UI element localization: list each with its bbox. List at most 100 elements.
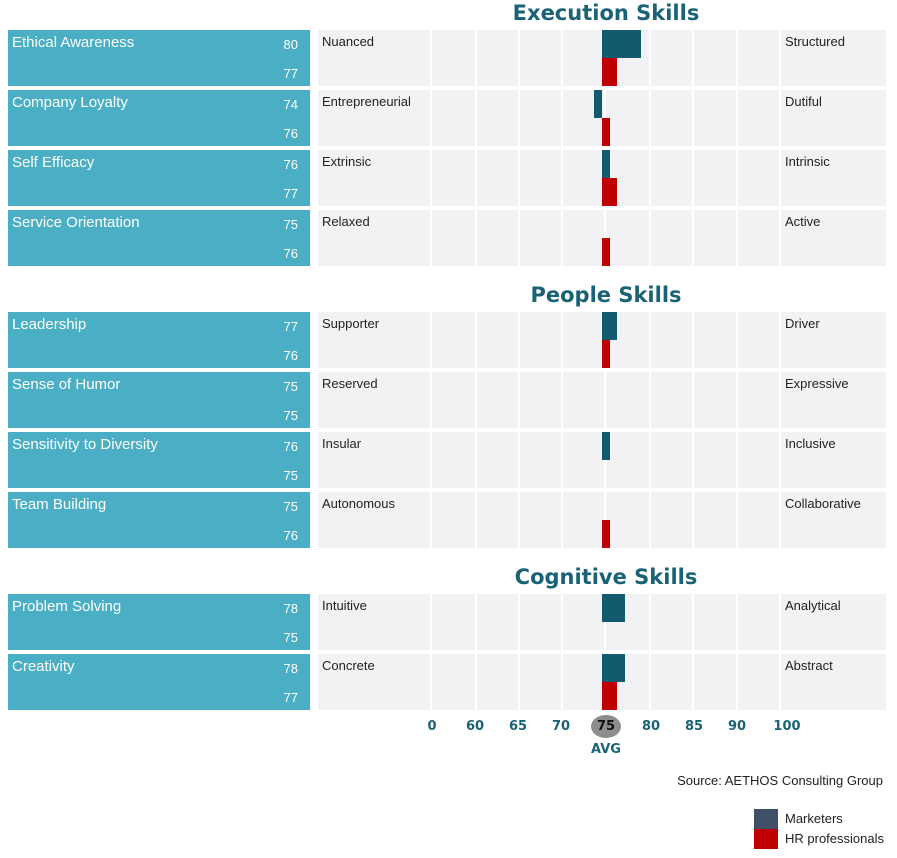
gridline: [430, 372, 432, 428]
gridline: [475, 594, 477, 650]
skill-label-box: Ethical Awareness 80 77: [8, 30, 310, 86]
gridline: [692, 30, 694, 86]
gridline: [561, 312, 563, 368]
gridline: [561, 372, 563, 428]
skill-row: Problem Solving 78 75 Intuitive Analytical: [0, 594, 897, 650]
hr-bar: [602, 340, 610, 368]
right-pole-term: Dutiful: [785, 94, 822, 109]
skill-name: Company Loyalty: [12, 94, 128, 111]
gridline: [692, 372, 694, 428]
section-title: People Skills: [530, 283, 682, 307]
skill-row: Self Efficacy 76 77 Extrinsic Intrinsic: [0, 150, 897, 206]
right-pole-term: Driver: [785, 316, 820, 331]
hr-bar: [602, 238, 610, 266]
gridline: [649, 90, 651, 146]
gridline: [604, 594, 606, 650]
gridline: [736, 312, 738, 368]
axis-tick-label: 85: [684, 719, 704, 734]
hr-value-label: 75: [283, 630, 298, 645]
skill-name: Problem Solving: [12, 598, 122, 615]
bar-plot-area: Relaxed Active: [318, 210, 886, 266]
skill-name: Leadership: [12, 316, 87, 333]
skill-name: Self Efficacy: [12, 154, 95, 171]
skill-label-box: Company Loyalty 74 76: [8, 90, 310, 146]
marketers-bar: [602, 150, 610, 178]
marketers-value-label: 75: [283, 499, 298, 514]
left-pole-term: Supporter: [322, 316, 380, 331]
gridline: [779, 150, 781, 206]
right-pole-term: Active: [785, 214, 821, 229]
skill-row: Company Loyalty 74 76 Entrepreneurial Dutifu…: [0, 90, 897, 146]
skill-row: Team Building 75 76 Autonomous Collaborative: [0, 492, 897, 548]
axis-tick-label: 90: [727, 719, 747, 734]
gridline: [475, 150, 477, 206]
source-note: Source: AETHOS Consulting Group: [677, 773, 883, 788]
gridline: [649, 372, 651, 428]
gridline: [736, 492, 738, 548]
gridline: [518, 594, 520, 650]
legend-label: Marketers: [785, 811, 843, 826]
skill-label-box: Sensitivity to Diversity 76 75: [8, 432, 310, 488]
hr-value-label: 77: [283, 66, 298, 81]
gridline: [561, 30, 563, 86]
marketers-bar: [594, 90, 602, 118]
gridline: [518, 150, 520, 206]
gridline: [475, 372, 477, 428]
hr-value-label: 76: [283, 246, 298, 261]
section-title: Cognitive Skills: [514, 565, 698, 589]
marketers-value-label: 74: [283, 97, 298, 112]
gridline: [518, 312, 520, 368]
gridline: [649, 594, 651, 650]
bar-plot-area: Reserved Expressive: [318, 372, 886, 428]
gridline: [649, 432, 651, 488]
marketers-bar: [602, 30, 641, 58]
gridline: [430, 30, 432, 86]
legend-label: HR professionals: [785, 831, 884, 846]
gridline: [649, 492, 651, 548]
gridline: [736, 150, 738, 206]
axis-tick-label: 65: [508, 719, 528, 734]
gridline: [430, 492, 432, 548]
gridline: [736, 372, 738, 428]
skill-label-box: Service Orientation 75 76: [8, 210, 310, 266]
gridline: [692, 492, 694, 548]
gridline: [561, 432, 563, 488]
hr-bar: [602, 682, 618, 710]
gridline: [779, 312, 781, 368]
marketers-bar: [602, 432, 610, 460]
gridline: [736, 432, 738, 488]
axis-tick-label: 80: [641, 719, 661, 734]
gridline: [692, 90, 694, 146]
marketers-value-label: 76: [283, 439, 298, 454]
left-pole-term: Concrete: [322, 658, 375, 673]
avg-marker: 75: [591, 715, 621, 738]
left-pole-term: Relaxed: [322, 214, 370, 229]
gridline: [430, 654, 432, 710]
skill-name: Sensitivity to Diversity: [12, 436, 158, 453]
gridline: [475, 432, 477, 488]
skill-label-box: Team Building 75 76: [8, 492, 310, 548]
bar-plot-area: Extrinsic Intrinsic: [318, 150, 886, 206]
gridline: [475, 90, 477, 146]
axis-tick-label: 0: [427, 719, 437, 734]
gridline: [518, 492, 520, 548]
gridline: [430, 150, 432, 206]
gridline: [736, 654, 738, 710]
gridline: [649, 312, 651, 368]
skill-row: Leadership 77 76 Supporter Driver: [0, 312, 897, 368]
gridline: [475, 210, 477, 266]
skill-row: Sensitivity to Diversity 76 75 Insular Inclu…: [0, 432, 897, 488]
gridline: [649, 654, 651, 710]
gridline: [561, 594, 563, 650]
skill-name: Sense of Humor: [12, 376, 121, 393]
gridline: [475, 654, 477, 710]
right-pole-term: Collaborative: [785, 496, 861, 511]
bar-plot-area: Nuanced Structured: [318, 30, 886, 86]
gridline: [430, 312, 432, 368]
gridline: [692, 654, 694, 710]
gridline: [430, 210, 432, 266]
gridline: [692, 150, 694, 206]
gridline: [779, 90, 781, 146]
gridline: [736, 30, 738, 86]
gridline: [475, 30, 477, 86]
